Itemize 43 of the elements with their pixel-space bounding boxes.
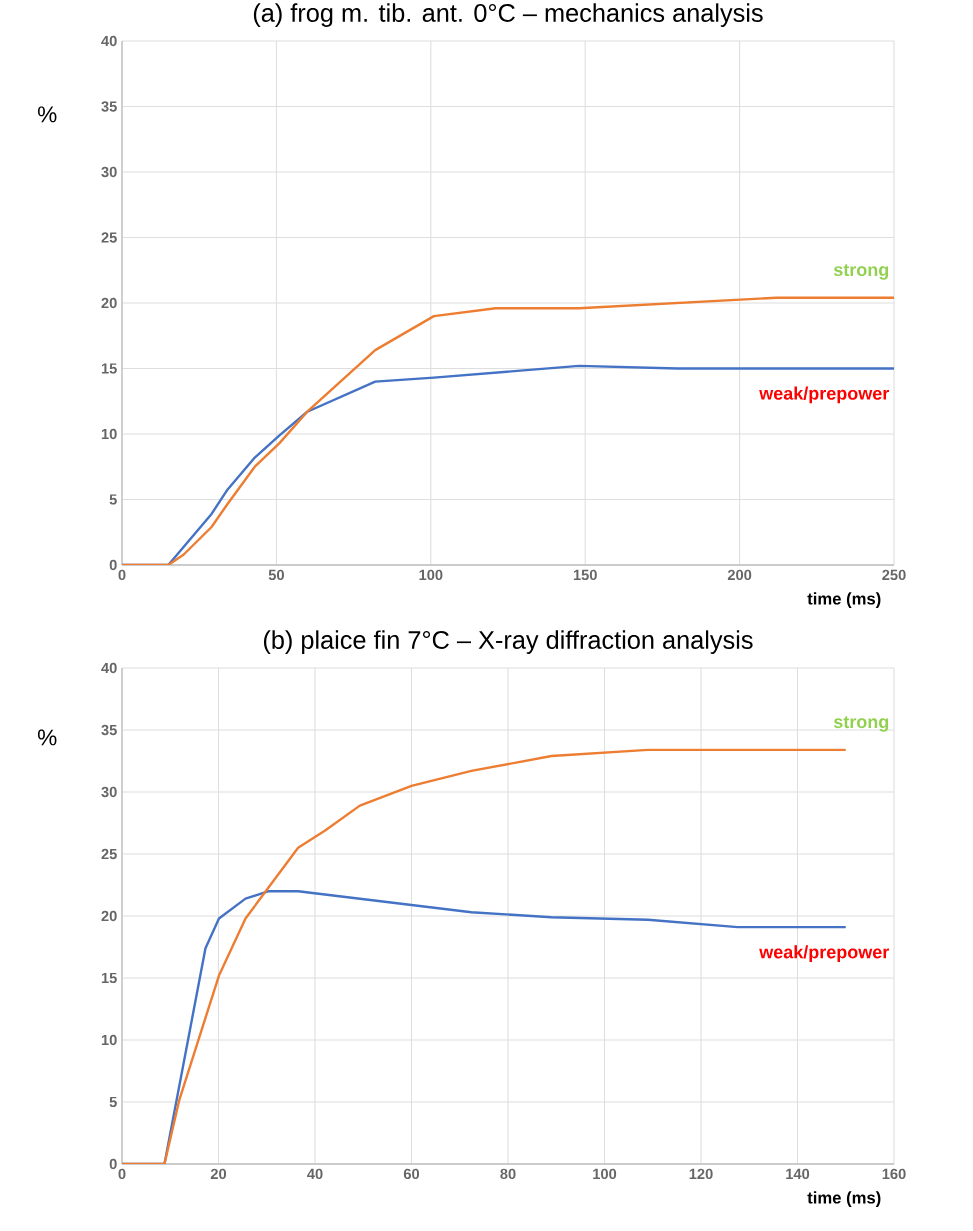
y-tick-label: 5	[109, 1096, 117, 1108]
x-tick-label: 0	[118, 569, 126, 581]
y-tick-label: 30	[101, 786, 117, 798]
x-tick-label: 250	[882, 569, 906, 581]
chart-title: (b) plaice fin 7°C – X-ray diffraction analysis	[263, 630, 753, 654]
x-tick-label: 100	[419, 569, 443, 581]
x-tick-label: 150	[573, 569, 597, 581]
y-tick-label: 25	[101, 848, 117, 860]
series-label: strong	[833, 716, 889, 732]
y-tick-label: 10	[101, 428, 117, 440]
y-tick-label: 30	[101, 166, 117, 178]
y-tick-label: 35	[101, 101, 117, 112]
y-axis-title: %	[37, 106, 57, 123]
y-tick-label: 20	[101, 910, 117, 922]
x-tick-label: 40	[307, 1168, 323, 1180]
x-tick-label: 140	[786, 1168, 810, 1180]
y-tick-label: 20	[101, 297, 117, 309]
y-tick-label: 25	[101, 232, 117, 243]
x-tick-label: 60	[403, 1168, 420, 1180]
y-tick-label: 15	[101, 972, 117, 984]
x-axis-title: time (ms)	[807, 592, 881, 608]
x-tick-label: 20	[210, 1168, 227, 1180]
y-tick-label: 10	[101, 1034, 117, 1046]
series-label: weak/prepower	[759, 945, 890, 962]
y-axis-title: %	[37, 729, 57, 746]
y-tick-label: 35	[101, 724, 117, 736]
y-tick-label: 0	[109, 559, 117, 571]
x-tick-label: 200	[727, 569, 752, 581]
x-tick-label: 160	[882, 1168, 906, 1180]
chart-title: (a) frog m. tib. ant. 0°C – mechanics analysis	[253, 3, 763, 27]
y-tick-label: 15	[101, 363, 117, 374]
x-axis-title: time (ms)	[807, 1191, 881, 1207]
series-label: weak/prepower	[759, 386, 890, 404]
x-tick-label: 80	[500, 1168, 516, 1180]
series-label: strong	[833, 264, 889, 280]
y-tick-label: 5	[109, 494, 117, 505]
y-tick-label: 40	[101, 35, 117, 47]
y-tick-label: 40	[101, 662, 117, 674]
x-tick-label: 50	[268, 569, 284, 581]
x-tick-label: 0	[118, 1168, 126, 1180]
x-tick-label: 120	[689, 1168, 713, 1180]
y-tick-label: 0	[109, 1158, 117, 1170]
x-tick-label: 100	[593, 1168, 617, 1180]
